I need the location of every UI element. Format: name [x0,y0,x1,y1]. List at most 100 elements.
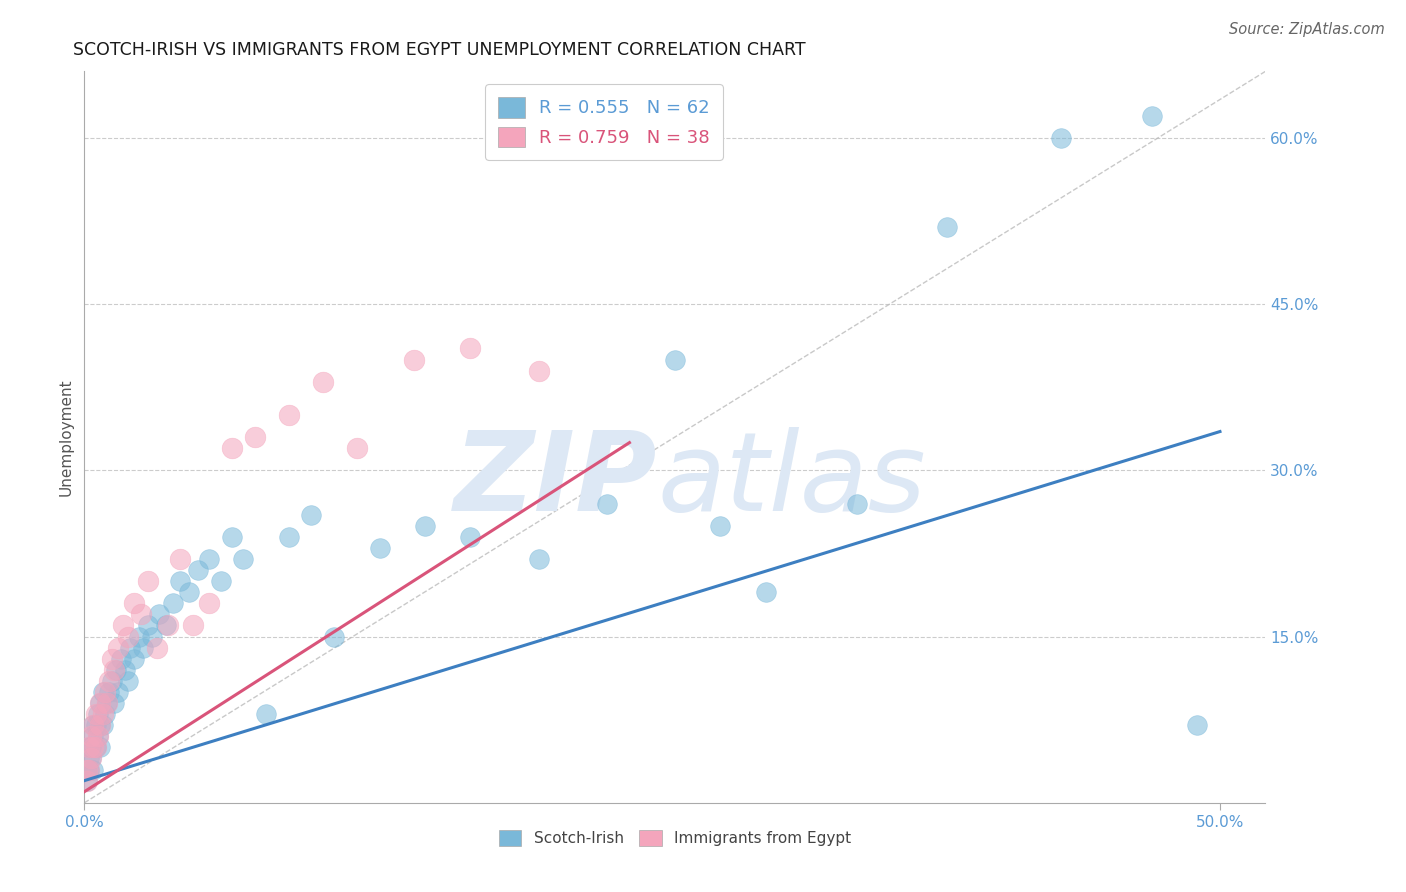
Point [209,574,232,589]
Point [77,763,100,777]
Point [77,740,100,755]
Point [221,530,243,544]
Point [114,663,136,677]
Point [82,729,104,743]
Point [402,352,425,367]
Point [111,618,134,632]
Point [77,751,100,765]
Point [87,729,110,743]
Point [89,718,111,732]
Point [76,773,98,788]
Point [243,430,266,444]
Point [1050,131,1073,145]
Point [664,352,686,367]
Point [413,518,436,533]
Point [136,574,159,589]
Point [117,630,139,644]
Point [346,441,368,455]
Point [76,763,98,777]
Point [312,375,335,389]
Point [96,696,118,710]
Point [148,607,170,622]
Point [80,751,103,765]
Point [89,740,111,755]
Point [103,663,125,677]
Point [100,673,122,688]
Point [1187,718,1209,732]
Point [254,707,277,722]
Point [117,673,139,688]
Point [91,685,114,699]
Point [323,630,346,644]
Point [105,663,128,677]
Point [107,685,129,699]
Point [94,685,117,699]
Point [91,718,114,732]
Point [187,563,209,577]
Point [98,685,121,699]
Point [460,342,482,356]
Point [76,773,98,788]
Point [198,552,221,566]
Point [84,718,107,732]
Point [936,219,959,234]
Point [596,497,619,511]
Point [198,596,221,610]
Point [89,718,111,732]
Point [709,518,731,533]
Point [1140,109,1163,123]
Point [98,673,121,688]
Point [84,740,107,755]
Point [82,718,104,732]
Point [96,696,118,710]
Point [162,596,184,610]
Point [755,585,778,599]
Point [107,640,129,655]
Point [157,618,180,632]
Point [183,618,205,632]
Point [87,707,110,722]
Point [77,740,100,755]
Point [100,651,122,665]
Point [80,751,103,765]
Point [82,740,104,755]
Point [84,707,107,722]
Point [77,763,100,777]
Text: ZIP: ZIP [454,427,657,534]
Point [110,651,132,665]
Text: Source: ZipAtlas.com: Source: ZipAtlas.com [1229,22,1385,37]
Point [132,640,155,655]
Text: atlas: atlas [657,427,925,534]
Point [527,363,550,377]
Point [277,408,299,422]
Point [232,552,254,566]
Point [87,729,110,743]
Point [136,618,159,632]
Point [146,640,169,655]
Point [460,530,482,544]
Point [89,696,111,710]
Point [124,596,146,610]
Point [82,763,104,777]
Point [94,707,117,722]
Point [129,607,152,622]
Point [368,541,391,555]
Point [845,497,868,511]
Y-axis label: Unemployment: Unemployment [58,378,73,496]
Point [80,740,103,755]
Point [124,651,146,665]
Point [141,630,163,644]
Point [91,707,114,722]
Text: SCOTCH-IRISH VS IMMIGRANTS FROM EGYPT UNEMPLOYMENT CORRELATION CHART: SCOTCH-IRISH VS IMMIGRANTS FROM EGYPT UN… [73,41,806,59]
Point [169,552,191,566]
Point [277,530,299,544]
Point [221,441,243,455]
Point [177,585,200,599]
Point [76,763,98,777]
Point [118,640,141,655]
Point [527,552,550,566]
Point [301,508,323,522]
Point [89,696,111,710]
Point [169,574,191,589]
Point [82,718,104,732]
